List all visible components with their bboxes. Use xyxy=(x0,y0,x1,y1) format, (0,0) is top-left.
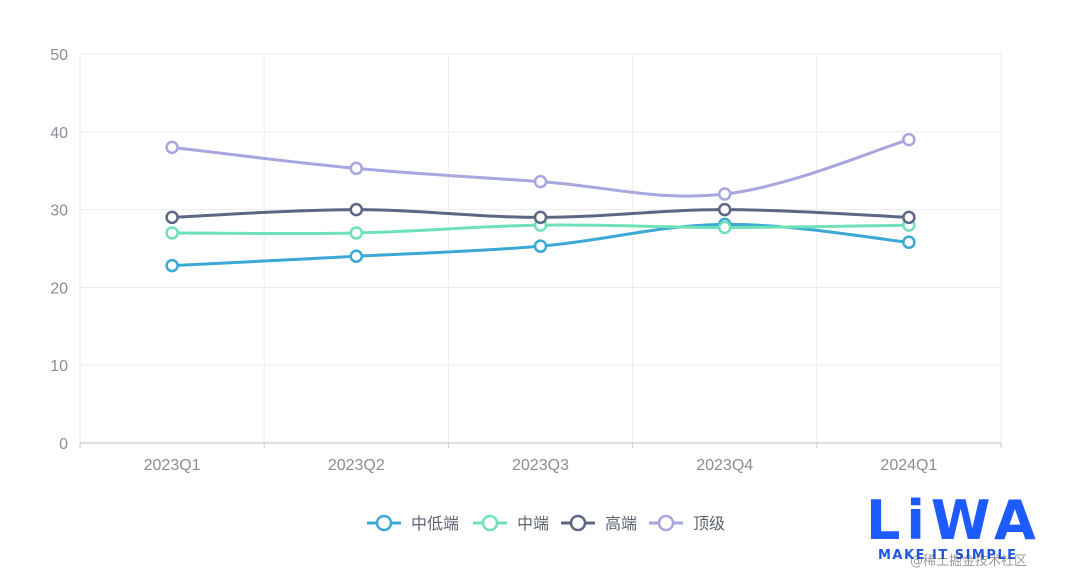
data-point xyxy=(717,187,732,201)
liwa-logo: LiWA MAKE IT SIMPLE xyxy=(862,494,1072,576)
legend-marker xyxy=(375,514,393,532)
data-point xyxy=(349,161,364,176)
legend-label: 中端 xyxy=(517,514,549,533)
y-tick-label: 30 xyxy=(50,203,68,220)
data-point xyxy=(717,202,732,217)
data-point xyxy=(533,174,548,189)
x-tick-label: 2023Q1 xyxy=(144,457,201,474)
x-tick-label: 2023Q2 xyxy=(328,457,385,474)
y-tick-label: 10 xyxy=(50,358,68,375)
data-point xyxy=(902,235,916,250)
logo-main-text: LiWA xyxy=(866,489,1042,552)
legend-label: 高端 xyxy=(605,514,637,533)
y-tick-label: 20 xyxy=(50,280,68,297)
data-point xyxy=(902,210,916,225)
legend-marker xyxy=(657,514,675,532)
legend-marker xyxy=(481,514,499,532)
data-point xyxy=(165,226,179,240)
data-point xyxy=(902,132,916,147)
data-point xyxy=(165,140,179,155)
legend-marker xyxy=(569,514,587,532)
data-point xyxy=(165,258,179,273)
data-point xyxy=(349,202,364,217)
y-tick-label: 50 xyxy=(50,47,68,64)
watermark: @稀土掘金技术社区 xyxy=(910,554,1028,569)
x-tick-label: 2023Q4 xyxy=(696,457,753,474)
y-tick-label: 0 xyxy=(59,436,68,453)
data-point xyxy=(533,239,548,253)
data-point xyxy=(717,220,732,235)
x-tick-label: 2024Q1 xyxy=(880,457,937,474)
data-point xyxy=(165,210,179,225)
data-point xyxy=(349,249,364,264)
y-tick-label: 40 xyxy=(50,125,68,142)
data-point xyxy=(533,210,548,225)
legend-label: 顶级 xyxy=(693,514,725,533)
legend-label: 中低端 xyxy=(411,514,459,533)
x-tick-label: 2023Q3 xyxy=(512,457,569,474)
logo-sub-text: MAKE IT SIMPLE xyxy=(878,548,1018,563)
data-point xyxy=(349,226,364,240)
